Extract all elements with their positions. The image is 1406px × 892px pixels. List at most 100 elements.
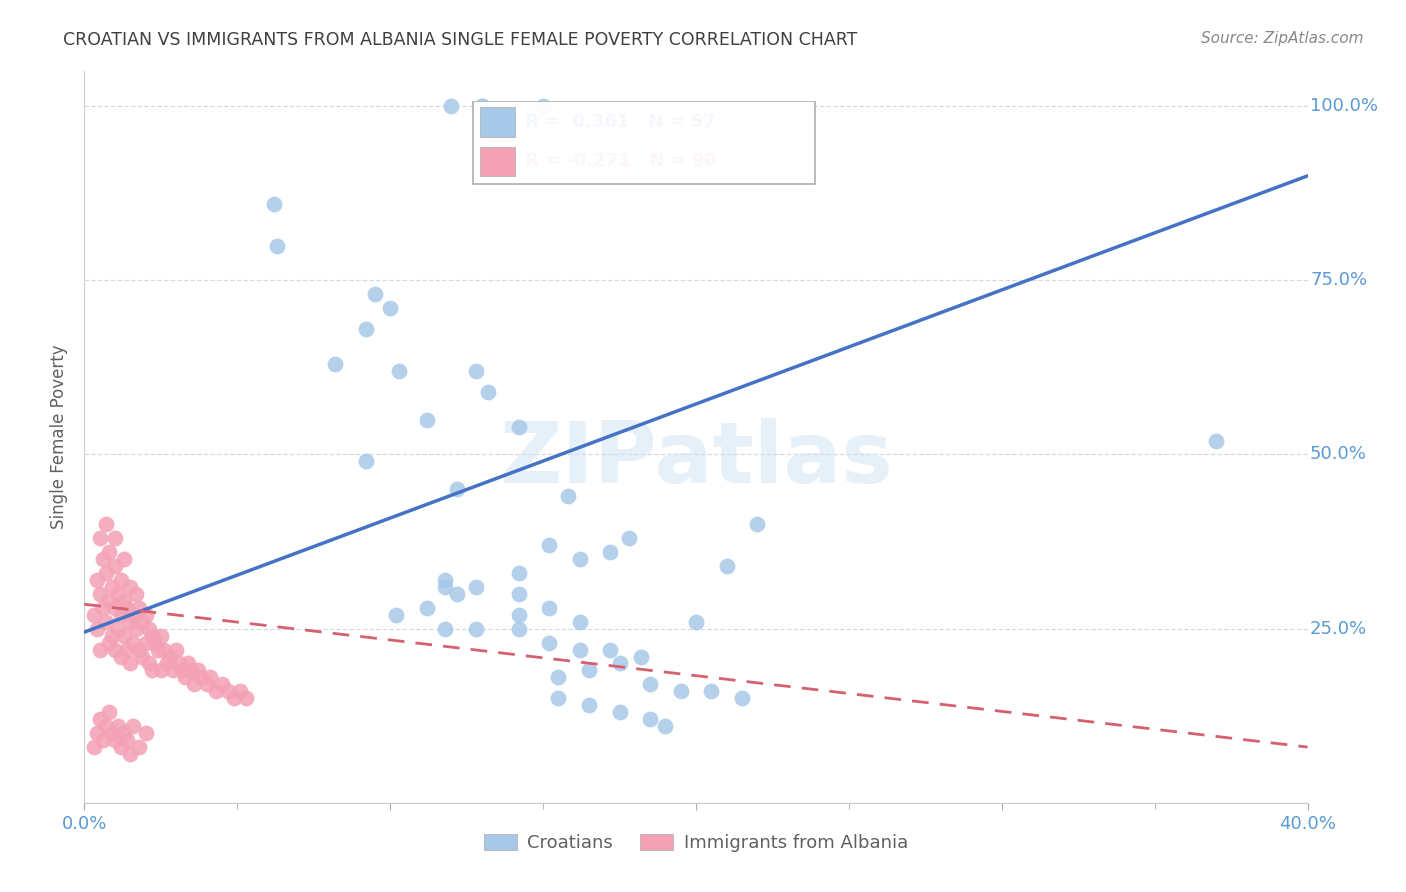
Point [115, 600, 138, 615]
Point [747, 517, 769, 532]
Point [159, 649, 181, 664]
Point [385, 607, 408, 622]
Point [172, 664, 194, 678]
Point [416, 600, 439, 615]
Point [416, 412, 439, 426]
Point [464, 580, 486, 594]
Point [131, 649, 153, 664]
Point [94, 615, 117, 629]
Point [568, 552, 591, 566]
Point [446, 483, 468, 497]
Point [112, 594, 135, 608]
Point [700, 684, 723, 698]
Point [149, 664, 172, 678]
Point [101, 726, 124, 740]
Point [162, 664, 184, 678]
Point [112, 629, 135, 643]
Point [538, 600, 561, 615]
Point [104, 531, 127, 545]
Point [156, 657, 179, 671]
Point [135, 607, 157, 622]
Point [120, 657, 142, 671]
Point [120, 747, 142, 761]
Point [89, 531, 111, 545]
Point [195, 677, 218, 691]
Point [101, 580, 124, 594]
Point [149, 629, 172, 643]
Point [97, 545, 120, 559]
Point [354, 322, 377, 336]
Point [128, 740, 150, 755]
Text: ZIPatlas: ZIPatlas [499, 417, 893, 500]
Point [104, 642, 127, 657]
Point [609, 657, 631, 671]
Point [266, 238, 288, 252]
Point [141, 629, 163, 643]
Point [83, 740, 105, 755]
Point [217, 684, 239, 698]
Point [86, 622, 108, 636]
Point [138, 657, 160, 671]
Point [190, 670, 212, 684]
Point [89, 587, 111, 601]
Point [94, 517, 117, 532]
Point [364, 287, 387, 301]
Point [617, 531, 640, 545]
Point [434, 573, 457, 587]
Point [477, 384, 499, 399]
Point [112, 726, 135, 740]
Point [91, 600, 114, 615]
Point [107, 719, 129, 733]
Point [440, 99, 463, 113]
Point [89, 712, 111, 726]
Point [186, 664, 208, 678]
Point [91, 733, 114, 747]
Point [508, 587, 530, 601]
Point [198, 670, 221, 684]
Point [434, 580, 457, 594]
Point [538, 635, 561, 649]
Point [578, 698, 600, 713]
Point [141, 664, 163, 678]
Point [83, 607, 105, 622]
Point [138, 622, 160, 636]
Point [716, 558, 738, 573]
Point [180, 664, 202, 678]
Point [508, 607, 530, 622]
Point [97, 594, 120, 608]
Point [630, 649, 652, 664]
Point [122, 719, 145, 733]
Point [110, 649, 132, 664]
Point [638, 677, 661, 691]
Point [235, 691, 257, 706]
Point [110, 573, 132, 587]
Point [434, 622, 457, 636]
Text: 50.0%: 50.0% [1310, 445, 1367, 464]
Point [177, 657, 200, 671]
Point [508, 566, 530, 580]
Point [446, 587, 468, 601]
Point [183, 677, 205, 691]
Point [508, 622, 530, 636]
Point [568, 642, 591, 657]
Point [115, 733, 138, 747]
Point [547, 691, 569, 706]
Point [89, 642, 111, 657]
Point [654, 719, 676, 733]
Point [685, 615, 707, 629]
Point [638, 712, 661, 726]
Text: 75.0%: 75.0% [1310, 271, 1367, 289]
Text: CROATIAN VS IMMIGRANTS FROM ALBANIA SINGLE FEMALE POVERTY CORRELATION CHART: CROATIAN VS IMMIGRANTS FROM ALBANIA SING… [63, 31, 858, 49]
Point [110, 740, 132, 755]
Point [224, 691, 246, 706]
Point [120, 615, 142, 629]
Point [578, 664, 600, 678]
Point [110, 607, 132, 622]
Point [122, 635, 145, 649]
Point [538, 538, 561, 552]
Point [167, 657, 190, 671]
Point [131, 615, 153, 629]
Point [125, 587, 148, 601]
Point [104, 600, 127, 615]
Y-axis label: Single Female Poverty: Single Female Poverty [51, 345, 69, 529]
